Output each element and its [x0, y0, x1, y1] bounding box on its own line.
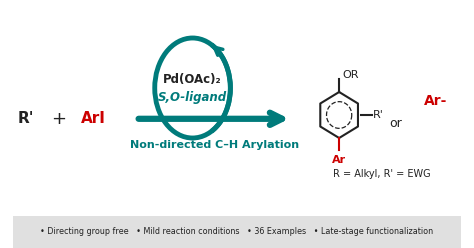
Text: ArI: ArI: [81, 111, 106, 126]
Text: or: or: [390, 117, 402, 130]
Text: Pd(OAc)₂: Pd(OAc)₂: [163, 73, 222, 87]
Text: • Directing group free   • Mild reaction conditions   • 36 Examples   • Late-sta: • Directing group free • Mild reaction c…: [40, 227, 434, 237]
Text: R = Alkyl, R' = EWG: R = Alkyl, R' = EWG: [333, 169, 430, 179]
Text: S,O-ligand: S,O-ligand: [158, 92, 227, 104]
Text: Non-directed C–H Arylation: Non-directed C–H Arylation: [130, 140, 299, 150]
Text: Ar-: Ar-: [424, 94, 447, 108]
Text: +: +: [51, 110, 66, 128]
Text: Ar: Ar: [332, 155, 346, 165]
Text: R': R': [373, 110, 384, 120]
Text: R': R': [18, 111, 35, 126]
Bar: [13, 216, 461, 248]
Text: OR: OR: [342, 70, 358, 80]
